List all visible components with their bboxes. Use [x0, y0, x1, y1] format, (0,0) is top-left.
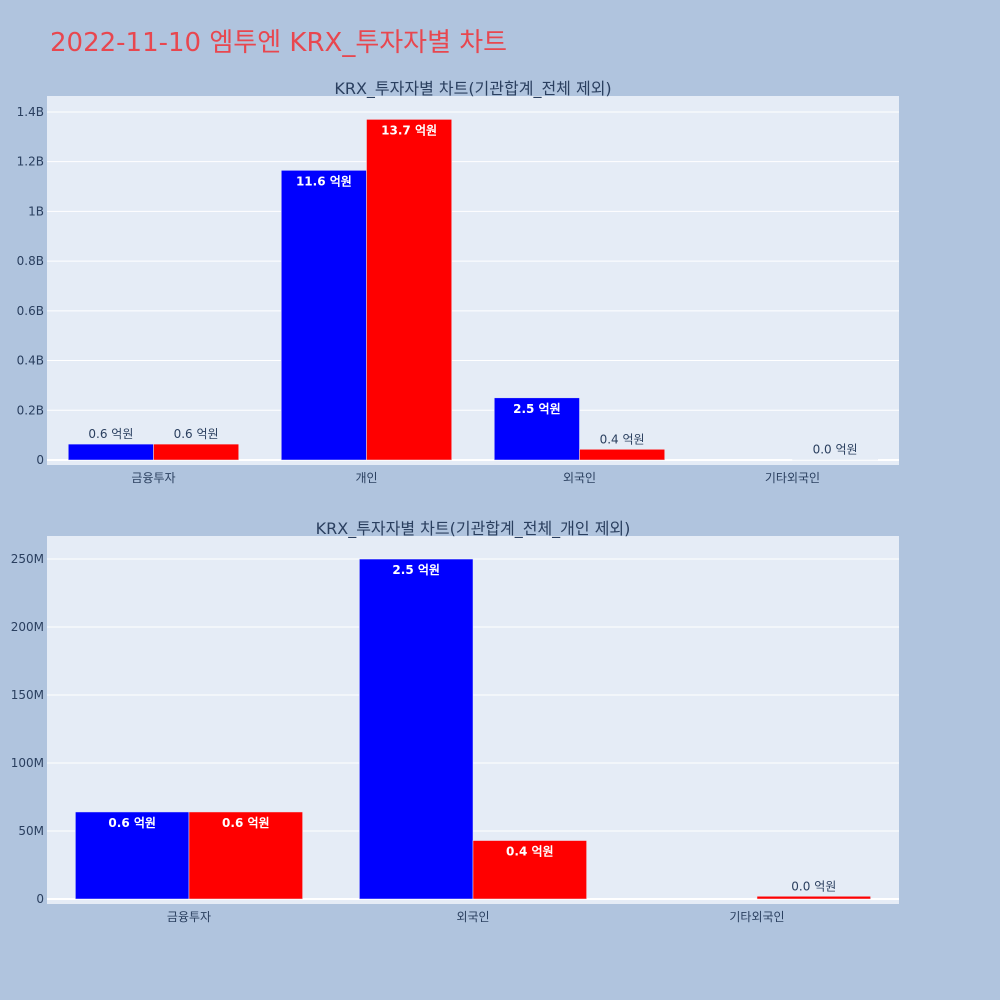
top-bar: [153, 443, 239, 461]
bottom-bar: [472, 840, 587, 900]
top-ytick-label: 0.4B: [17, 354, 44, 368]
bottom-xtick-label: 외국인: [456, 910, 489, 924]
page-title: 2022-11-10 엠투엔 KRX_투자자별 차트: [50, 28, 508, 58]
top-ytick-label: 0.6B: [17, 304, 44, 318]
bottom-ytick-label: 200M: [11, 620, 44, 634]
top-data-label: 0.6 억원: [174, 427, 219, 441]
bottom-xtick-label: 기타외국인: [729, 910, 784, 924]
top-data-label: 0.6 억원: [88, 427, 133, 441]
bottom-bar: [756, 896, 871, 900]
top-xtick-label: 기타외국인: [765, 471, 820, 485]
top-data-label: 2.5 억원: [513, 402, 561, 416]
bottom-bar: [188, 811, 303, 900]
top-bar: [366, 119, 452, 461]
bottom-ytick-label: 50M: [18, 824, 44, 838]
top-ytick-label: 0: [36, 453, 44, 467]
top-bar: [579, 449, 665, 461]
bottom-chart-title: KRX_투자자별 차트(기관합계_전체_개인 제외): [316, 519, 631, 539]
bottom-data-label: 0.4 억원: [506, 845, 554, 859]
bottom-ytick-label: 150M: [11, 688, 44, 702]
bottom-data-label: 0.6 억원: [108, 816, 156, 830]
top-bar: [494, 397, 580, 461]
top-xtick-label: 금융투자: [131, 471, 175, 485]
top-ytick-label: 1.2B: [17, 155, 44, 169]
top-ytick-label: 0.2B: [17, 403, 44, 417]
top-data-label: 13.7 억원: [381, 123, 437, 137]
bottom-ytick-label: 250M: [11, 552, 44, 566]
bottom-data-label: 2.5 억원: [392, 563, 440, 577]
top-data-label: 11.6 억원: [296, 174, 352, 188]
chart-top: 0 0.2B 0.4B 0.6B 0.8B 1B 1.2B 1.4B KRX_투자자별 차트(기…: [17, 79, 899, 485]
bottom-ytick-label: 0: [36, 892, 44, 906]
top-ytick-label: 1B: [28, 204, 44, 218]
bottom-data-label: 0.6 억원: [222, 816, 270, 830]
top-plot-area: [47, 96, 899, 465]
top-ytick-label: 1.4B: [17, 105, 44, 119]
top-chart-title: KRX_투자자별 차트(기관합계_전체 제외): [334, 79, 611, 99]
top-ytick-label: 0.8B: [17, 254, 44, 268]
top-data-label: 0.0 억원: [813, 443, 858, 457]
top-xtick-label: 개인: [355, 471, 377, 485]
bottom-bar: [359, 558, 474, 900]
top-data-label: 0.4 억원: [600, 432, 645, 446]
bottom-bar: [75, 811, 190, 900]
bottom-ytick-label: 100M: [11, 756, 44, 770]
top-bar: [281, 170, 367, 461]
top-xtick-label: 외국인: [563, 471, 596, 485]
bottom-data-label: 0.0 억원: [791, 879, 836, 893]
bottom-xtick-label: 금융투자: [167, 910, 211, 924]
